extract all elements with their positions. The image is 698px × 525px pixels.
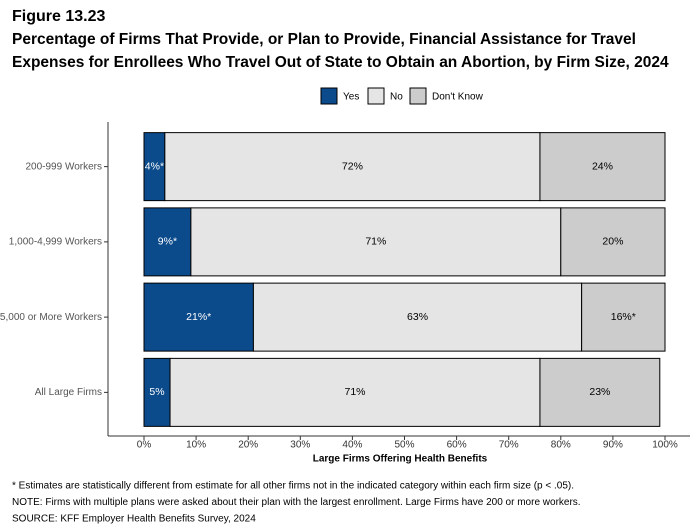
value-label: 9%* (158, 236, 177, 248)
x-tick-label: 70% (499, 440, 519, 451)
bar-segment (252, 282, 583, 352)
bar-segment (560, 207, 666, 277)
value-label: 24% (592, 160, 613, 172)
legend-swatch (320, 87, 338, 105)
value-label: 20% (602, 236, 623, 248)
value-label: 71% (344, 386, 365, 398)
value-label: 4%* (145, 160, 164, 172)
bar-segment (164, 132, 541, 202)
chart-title: Percentage of Firms That Provide, or Pla… (12, 31, 669, 71)
legend-label: No (390, 92, 403, 103)
figure-number: Figure 13.23 (12, 8, 106, 25)
value-label: 5% (149, 386, 164, 398)
x-tick-label: 10% (186, 440, 206, 451)
x-tick-label: 50% (394, 440, 414, 451)
header: Figure 13.23 Percentage of Firms That Pr… (12, 6, 672, 74)
note: NOTE: Firms with multiple plans were ask… (12, 497, 581, 508)
y-tick-label: 200-999 Workers (25, 161, 102, 172)
bar-segment (143, 282, 254, 352)
legend-label: Don't Know (432, 92, 484, 103)
y-tick-label: 5,000 or More Workers (0, 312, 102, 323)
x-tick-label: 0% (137, 440, 152, 451)
bar-segment (539, 132, 666, 202)
x-axis-title: Large Firms Offering Health Benefits (313, 454, 488, 465)
value-label: 72% (342, 160, 363, 172)
y-tick-label: All Large Firms (35, 387, 102, 398)
x-tick-label: 20% (238, 440, 258, 451)
x-tick-label: 90% (603, 440, 623, 451)
value-label: 21%* (186, 311, 211, 323)
legend-label: Yes (343, 92, 359, 103)
legend-swatch (367, 87, 385, 105)
legend-swatch (409, 87, 427, 105)
bar-segment (190, 207, 562, 277)
note: * Estimates are statistically different … (12, 481, 574, 492)
x-tick-label: 60% (447, 440, 467, 451)
value-label: 71% (365, 236, 386, 248)
value-label: 63% (407, 311, 428, 323)
bar-segment (539, 357, 661, 427)
bar-segment (143, 207, 192, 277)
bar-segment (169, 357, 541, 427)
y-tick-label: 1,000-4,999 Workers (9, 237, 102, 248)
note: SOURCE: KFF Employer Health Benefits Sur… (12, 514, 256, 525)
x-tick-label: 30% (290, 440, 310, 451)
x-tick-label: 40% (342, 440, 362, 451)
x-tick-label: 100% (652, 440, 678, 451)
value-label: 16%* (611, 311, 636, 323)
value-label: 23% (589, 386, 610, 398)
x-tick-label: 80% (551, 440, 571, 451)
bar-segment (581, 282, 666, 352)
